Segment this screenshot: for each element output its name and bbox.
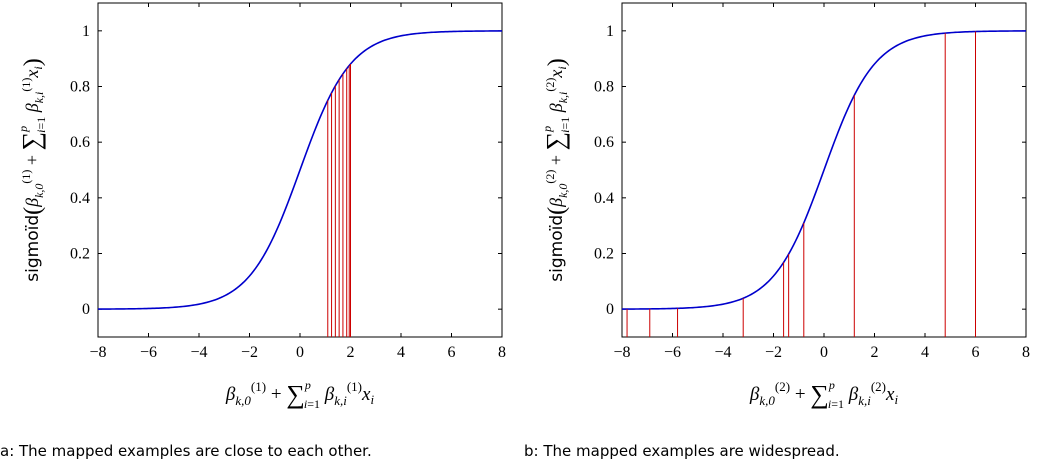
y-tick-label-a: 0.8 — [70, 79, 90, 96]
xlabel-b: βk,0(2) + ∑p i=1 βk,i(2)xi — [749, 378, 899, 411]
svg-text:sigmoïd(βk,0(1) + ∑pi=1 βk,i(1: sigmoïd(βk,0(1) + ∑p i=1 βk,i(1)xi) — [16, 58, 48, 281]
examples-a — [327, 64, 351, 337]
x-tick-label-b: −8 — [613, 344, 630, 361]
x-tick-label-b: 0 — [820, 344, 828, 361]
x-tick-label-b: −4 — [714, 344, 731, 361]
x-tick-label-a: 2 — [347, 344, 355, 361]
x-tick-label-a: 0 — [296, 344, 304, 361]
caption-a: a: The mapped examples are close to each… — [0, 442, 372, 460]
sigmoid-curve-b-group — [622, 30, 1026, 310]
y-tick-label-a: 0.4 — [70, 190, 90, 207]
x-tick-label-b: −2 — [765, 344, 782, 361]
ticks-a: −8 −6 −4 −2 0 2 4 6 8 0 0.2 0.4 0.6 0.8 1 — [70, 3, 506, 361]
x-tick-label-a: −2 — [241, 344, 258, 361]
x-tick-label-b: 2 — [871, 344, 879, 361]
ylabel-a: sigmoïd(βk,0(1) + ∑p i=1 βk,i(1)xi) — [16, 58, 48, 281]
x-tick-label-b: 8 — [1022, 344, 1030, 361]
x-tick-label-b: 4 — [921, 344, 929, 361]
y-tick-label-b: 0.2 — [594, 246, 614, 263]
y-tick-label-a: 0.6 — [70, 134, 90, 151]
xlabel-a: βk,0(1) + ∑p i=1 βk,i(1)xi — [225, 378, 375, 411]
x-tick-label-b: 6 — [972, 344, 980, 361]
examples-b — [626, 31, 976, 337]
sigmoid-curve-b — [622, 30, 1026, 310]
x-tick-label-b: −6 — [664, 344, 681, 361]
sigmoid-curve-a-group — [98, 30, 502, 310]
x-tick-label-a: −8 — [89, 344, 106, 361]
y-tick-label-a: 0 — [82, 301, 90, 318]
y-tick-label-b: 0.6 — [594, 134, 614, 151]
y-tick-label-b: 0.8 — [594, 79, 614, 96]
y-tick-label-a: 1 — [82, 23, 90, 40]
sigmoid-curve-a — [98, 30, 502, 310]
x-tick-label-a: 4 — [397, 344, 405, 361]
x-tick-label-a: 8 — [498, 344, 506, 361]
x-tick-label-a: −6 — [140, 344, 157, 361]
x-tick-label-a: 6 — [448, 344, 456, 361]
svg-text:sigmoïd(βk,0(2) + ∑pi=1 βk,i(2: sigmoïd(βk,0(2) + ∑p i=1 βk,i(2)xi) — [540, 58, 572, 281]
y-tick-label-b: 1 — [606, 23, 614, 40]
chart-panel-b: −8 −6 −4 −2 0 2 4 6 8 0 0.2 0.4 0.6 0.8 1 βk,0(2) + ∑p… — [524, 2, 1030, 460]
ylabel-b: sigmoïd(βk,0(2) + ∑p i=1 βk,i(2)xi) — [540, 58, 572, 281]
y-tick-label-b: 0.4 — [594, 190, 614, 207]
chart-panel-a: −8 −6 −4 −2 0 2 4 6 8 0 0.2 0.4 0.6 0.8 1 βk,0(1) + ∑p… — [0, 2, 506, 460]
x-tick-label-a: −4 — [190, 344, 207, 361]
y-tick-label-b: 0 — [606, 301, 614, 318]
ticks-b: −8 −6 −4 −2 0 2 4 6 8 0 0.2 0.4 0.6 0.8 1 — [594, 3, 1030, 361]
caption-b: b: The mapped examples are widespread. — [524, 442, 840, 460]
y-tick-label-a: 0.2 — [70, 246, 90, 263]
